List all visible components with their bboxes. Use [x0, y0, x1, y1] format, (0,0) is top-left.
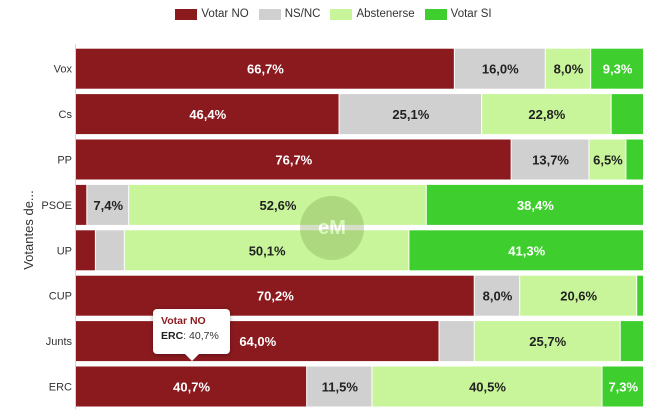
data-label-junts-abstenerse: 25,7% [529, 334, 566, 349]
bar-psoe-ns-nc[interactable] [87, 184, 129, 225]
bar-vox-ns-nc[interactable] [454, 48, 545, 89]
tooltip-category: ERC [161, 330, 184, 342]
data-label-junts-votar-no: 64,0% [239, 334, 276, 349]
legend-swatch-ns-nc [258, 8, 281, 20]
bar-junts-votar-si[interactable] [620, 321, 643, 362]
legend-label-votar-si: Votar SI [450, 8, 492, 20]
bar-vox-votar-no[interactable] [76, 48, 454, 89]
y-tick-label-pp: PP [57, 155, 72, 167]
bar-junts-ns-nc[interactable] [439, 321, 474, 362]
data-label-psoe-ns-nc: 7,4% [93, 198, 123, 213]
bar-erc-abstenerse[interactable] [372, 366, 602, 407]
data-label-cup-votar-no: 70,2% [257, 289, 294, 304]
tooltip-value: 40,7% [189, 330, 219, 342]
legend-swatch-abstenerse [330, 8, 353, 20]
bar-pp-votar-no[interactable] [76, 139, 511, 180]
y-tick-label-vox: Vox [54, 64, 73, 76]
bar-cup-ns-nc[interactable] [474, 275, 520, 316]
bar-erc-ns-nc[interactable] [307, 366, 372, 407]
data-label-erc-votar-si: 7,3% [608, 380, 638, 395]
watermark-logo-icon: eM [300, 196, 364, 260]
bar-psoe-abstenerse[interactable] [129, 184, 426, 225]
data-label-vox-abstenerse: 8,0% [554, 62, 584, 77]
y-tick-label-cs: Cs [59, 109, 73, 121]
data-label-erc-abstenerse: 40,5% [469, 380, 506, 395]
data-label-cs-votar-no: 46,4% [189, 107, 226, 122]
legend-item-abstenerse[interactable]: Abstenerse [330, 8, 415, 20]
bar-pp-abstenerse[interactable] [589, 139, 626, 180]
data-label-cs-abstenerse: 22,8% [528, 107, 565, 122]
bar-cs-abstenerse[interactable] [482, 94, 611, 135]
legend-swatch-votar-si [424, 8, 447, 20]
y-tick-label-junts: Junts [46, 336, 73, 348]
data-label-psoe-abstenerse: 52,6% [260, 198, 297, 213]
data-label-up-abstenerse: 50,1% [249, 243, 286, 258]
data-label-psoe-votar-si: 38,4% [517, 198, 554, 213]
bar-erc-votar-no[interactable] [76, 366, 307, 407]
bar-cs-votar-no[interactable] [76, 94, 339, 135]
bar-cs-ns-nc[interactable] [339, 94, 482, 135]
bar-junts-votar-no[interactable] [76, 321, 439, 362]
bar-pp-ns-nc[interactable] [511, 139, 589, 180]
bar-up-abstenerse[interactable] [124, 230, 409, 271]
y-tick-label-up: UP [57, 245, 72, 257]
legend-label-abstenerse: Abstenerse [356, 8, 415, 20]
data-label-pp-votar-no: 76,7% [275, 153, 312, 168]
data-label-vox-votar-si: 9,3% [603, 62, 633, 77]
bar-psoe-votar-no[interactable] [76, 184, 87, 225]
bar-up-ns-nc[interactable] [95, 230, 124, 271]
y-tick-label-erc: ERC [49, 382, 72, 394]
legend-item-votar-si[interactable]: Votar SI [424, 8, 492, 20]
legend-swatch-votar-no [175, 8, 198, 20]
bar-erc-votar-si[interactable] [602, 366, 643, 407]
bar-up-votar-si[interactable] [409, 230, 643, 271]
tooltip-series: Votar NO [161, 315, 206, 327]
data-label-cs-ns-nc: 25,1% [392, 107, 429, 122]
legend-item-ns-nc[interactable]: NS/NC [258, 8, 321, 20]
data-label-erc-ns-nc: 11,5% [322, 380, 359, 395]
tooltip-body: ERC: 40,7% [161, 330, 222, 342]
data-label-vox-votar-no: 66,7% [247, 62, 284, 77]
watermark-text: eM [318, 216, 346, 239]
data-label-pp-ns-nc: 13,7% [532, 153, 569, 168]
bar-psoe-votar-si[interactable] [426, 184, 643, 225]
bar-cup-votar-no[interactable] [76, 275, 474, 316]
legend-label-ns-nc: NS/NC [284, 8, 321, 20]
data-label-erc-votar-no: 40,7% [173, 380, 210, 395]
legend: Votar NO NS/NC Abstenerse Votar SI [0, 8, 667, 20]
legend-label-votar-no: Votar NO [201, 8, 249, 20]
data-label-pp-abstenerse: 6,5% [593, 153, 623, 168]
bar-pp-votar-si[interactable] [626, 139, 643, 180]
data-label-up-votar-si: 41,3% [508, 243, 545, 258]
tooltip-separator: : [183, 330, 190, 342]
data-label-vox-ns-nc: 16,0% [482, 62, 519, 77]
bar-up-votar-no[interactable] [76, 230, 95, 271]
y-tick-label-psoe: PSOE [41, 200, 72, 212]
bar-junts-abstenerse[interactable] [474, 321, 620, 362]
data-label-cup-ns-nc: 8,0% [483, 289, 513, 304]
bar-cs-votar-si[interactable] [611, 94, 643, 135]
bar-cup-votar-si[interactable] [637, 275, 643, 316]
chart-tooltip: Votar NO ERC: 40,7% [153, 309, 230, 361]
bar-vox-abstenerse[interactable] [545, 48, 591, 89]
bar-cup-abstenerse[interactable] [520, 275, 637, 316]
legend-item-votar-no[interactable]: Votar NO [175, 8, 249, 20]
data-label-cup-abstenerse: 20,6% [560, 289, 597, 304]
y-axis-title: Votantes de... [21, 190, 36, 270]
bar-vox-votar-si[interactable] [591, 48, 643, 89]
y-tick-label-cup: CUP [49, 291, 72, 303]
